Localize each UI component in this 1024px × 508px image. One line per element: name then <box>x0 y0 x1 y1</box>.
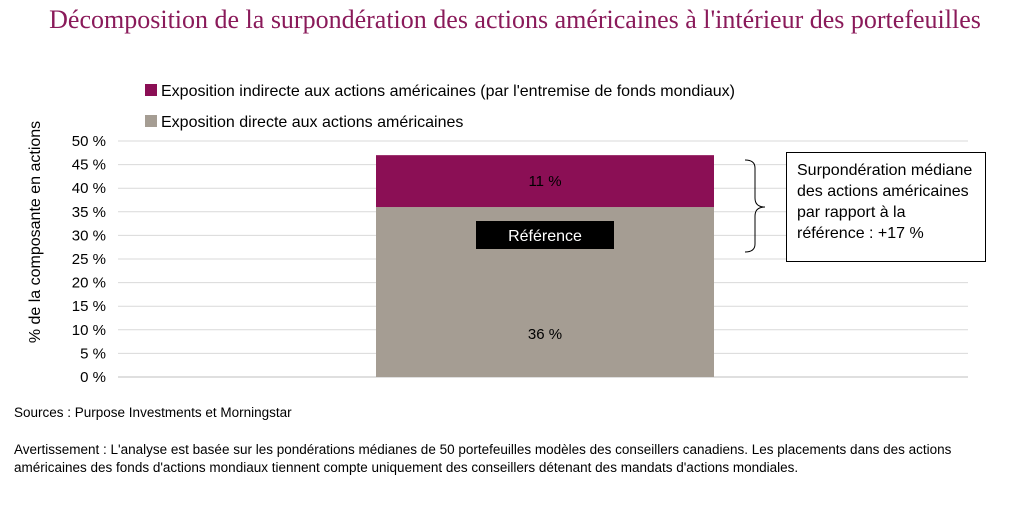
data-label: 11 % <box>528 173 561 190</box>
data-label: 36 % <box>528 326 562 343</box>
y-tick-label: 40 % <box>72 180 106 197</box>
y-tick-labels: 0 % 5 % 10 % 15 % 20 % 25 % 30 % 35 % 40 % 45 % 50… <box>72 133 106 386</box>
chart-title: Décomposition de la surpondération des a… <box>49 5 981 34</box>
y-tick-label: 45 % <box>72 157 106 174</box>
disclaimer-note: Avertissement : L'analyse est basée sur … <box>14 442 952 475</box>
y-tick-label: 5 % <box>80 345 106 362</box>
y-tick-label: 15 % <box>72 298 106 315</box>
brace <box>744 159 766 253</box>
y-tick-label: 0 % <box>80 369 106 386</box>
sources-note: Sources : Purpose Investments et Morning… <box>14 405 292 420</box>
y-tick-label: 50 % <box>72 133 106 150</box>
legend-label-indirect: Exposition indirecte aux actions américa… <box>161 83 735 100</box>
legend-swatch-indirect <box>145 84 157 96</box>
reference-box <box>476 221 614 249</box>
y-axis-label: % de la composante en actions <box>27 121 44 343</box>
y-tick-label: 20 % <box>72 275 106 292</box>
y-tick-label: 10 % <box>72 322 106 339</box>
callout-box: Surpondération médiane des actions améri… <box>786 152 986 262</box>
y-tick-label: 30 % <box>72 227 106 244</box>
legend-label-direct: Exposition directe aux actions américain… <box>161 114 463 131</box>
bars: 36 % 11 % <box>376 155 714 377</box>
reference-label: Référence <box>508 228 582 245</box>
y-tick-label: 35 % <box>72 204 106 221</box>
y-tick-label: 25 % <box>72 251 106 268</box>
legend-swatch-direct <box>145 115 157 127</box>
bar-segment-indirect <box>376 155 714 208</box>
